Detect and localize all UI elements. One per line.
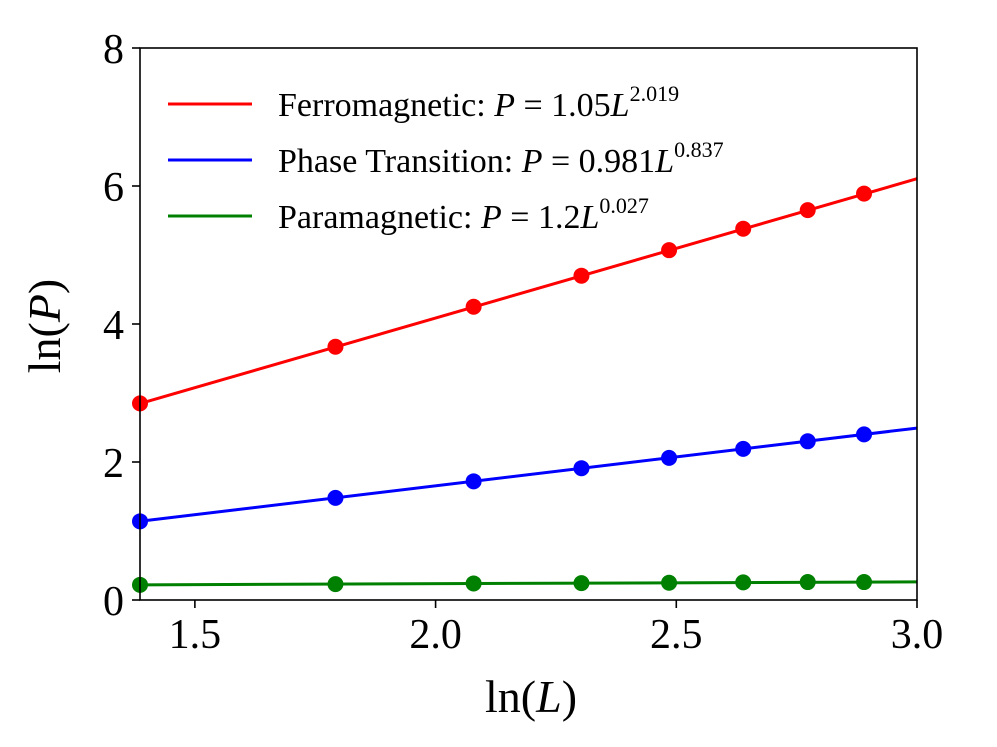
data-point-ferromagnetic: [661, 242, 678, 259]
data-point-phase-transition: [856, 426, 873, 443]
plot-area: [132, 177, 917, 593]
legend-entry-ferromagnetic: Ferromagnetic: P = 1.05L2.019: [168, 81, 679, 124]
y-tick-label: 6: [103, 165, 124, 211]
data-point-ferromagnetic: [327, 338, 344, 355]
x-tick-label: 3.0: [891, 612, 944, 658]
data-point-phase-transition: [465, 473, 482, 490]
data-point-phase-transition: [661, 449, 678, 466]
plot-frame: [139, 47, 918, 601]
data-point-phase-transition: [327, 489, 344, 506]
data-point-paramagnetic: [573, 575, 590, 592]
data-point-ferromagnetic: [465, 298, 482, 315]
data-point-paramagnetic: [856, 574, 873, 591]
y-tick-label: 8: [103, 27, 124, 73]
legend: Ferromagnetic: P = 1.05L2.019 Phase Tran…: [168, 81, 724, 236]
fit-line-ferromagnetic: [140, 177, 917, 405]
data-point-paramagnetic: [661, 574, 678, 591]
x-tick-label: 2.5: [650, 612, 703, 658]
data-point-ferromagnetic: [573, 267, 590, 284]
x-tick-label: 2.0: [409, 612, 462, 658]
data-point-phase-transition: [799, 433, 816, 450]
legend-entry-paramagnetic: Paramagnetic: P = 1.2L0.027: [168, 193, 649, 236]
fit-line-paramagnetic: [140, 580, 917, 587]
data-point-ferromagnetic: [856, 185, 873, 202]
data-point-phase-transition: [735, 440, 752, 457]
data-point-paramagnetic: [465, 575, 482, 592]
x-axis-label: ln(L): [485, 671, 577, 722]
data-point-paramagnetic: [735, 574, 752, 591]
y-tick-label: 0: [103, 579, 124, 625]
x-tick-label: 1.5: [169, 612, 222, 658]
y-tick-label: 2: [103, 441, 124, 487]
data-point-paramagnetic: [327, 576, 344, 593]
axes: 1.5 2.0 2.5 3.0 0 2 4 6 8: [103, 27, 943, 658]
legend-label-phase-transition: Phase Transition: P = 0.981L0.837: [278, 137, 724, 180]
legend-label-ferromagnetic: Ferromagnetic: P = 1.05L2.019: [278, 81, 679, 124]
legend-entry-phase-transition: Phase Transition: P = 0.981L0.837: [168, 137, 724, 180]
data-point-ferromagnetic: [735, 220, 752, 237]
fit-line-phase-transition: [140, 426, 917, 523]
legend-label-paramagnetic: Paramagnetic: P = 1.2L0.027: [278, 193, 649, 236]
y-tick-label: 4: [103, 303, 124, 349]
data-point-phase-transition: [573, 460, 590, 477]
data-point-ferromagnetic: [799, 202, 816, 219]
data-point-paramagnetic: [799, 574, 816, 591]
y-axis-label: ln(P): [19, 279, 70, 374]
